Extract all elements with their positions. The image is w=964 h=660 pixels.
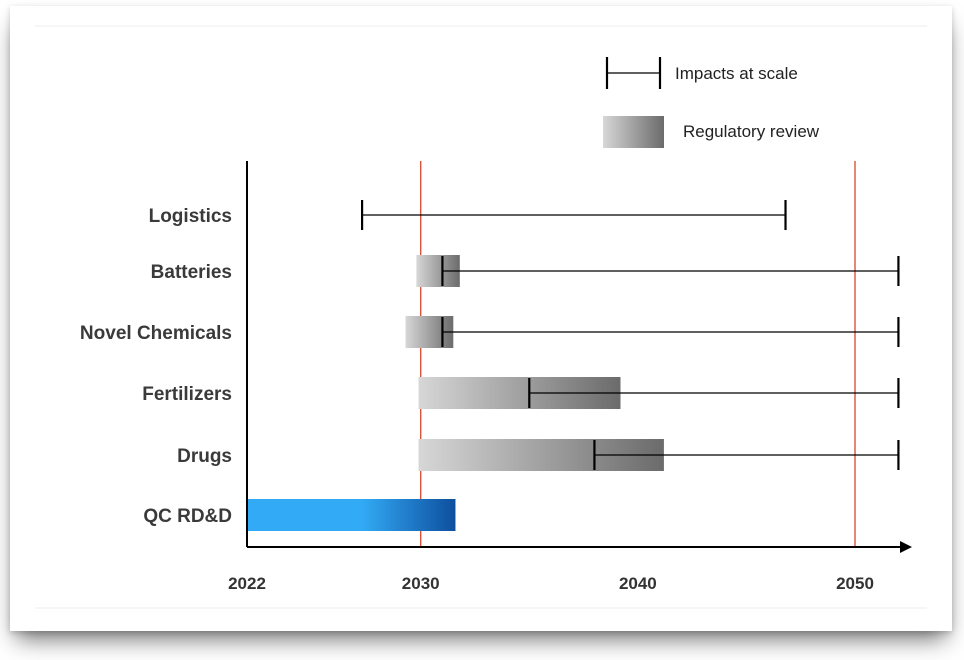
x-tick-label-2022: 2022	[228, 574, 266, 593]
category-label-fertilizers: Fertilizers	[142, 384, 232, 405]
legend-symbol-review	[603, 116, 664, 148]
x-tick-label-2030: 2030	[402, 574, 440, 593]
legend-label-review: Regulatory review	[683, 122, 820, 141]
category-label-drugs: Drugs	[177, 446, 232, 467]
legend-label-impacts: Impacts at scale	[675, 64, 798, 83]
x-tick-label-2040: 2040	[619, 574, 657, 593]
category-label-batteries: Batteries	[151, 262, 232, 283]
category-label-logistics: Logistics	[149, 206, 232, 227]
category-label-novel-chemicals: Novel Chemicals	[80, 323, 232, 344]
timeline-chart: Logistics Batteries Novel Chemicals Fertili…	[35, 25, 927, 609]
rdd-bar-qc-rd-d	[247, 499, 456, 531]
x-tick-label-2050: 2050	[836, 574, 874, 593]
category-label-qc-rd-d: QC RD&D	[143, 506, 232, 527]
x-axis-arrow	[900, 541, 912, 553]
chart-frame: Logistics Batteries Novel Chemicals Fertili…	[10, 6, 952, 631]
